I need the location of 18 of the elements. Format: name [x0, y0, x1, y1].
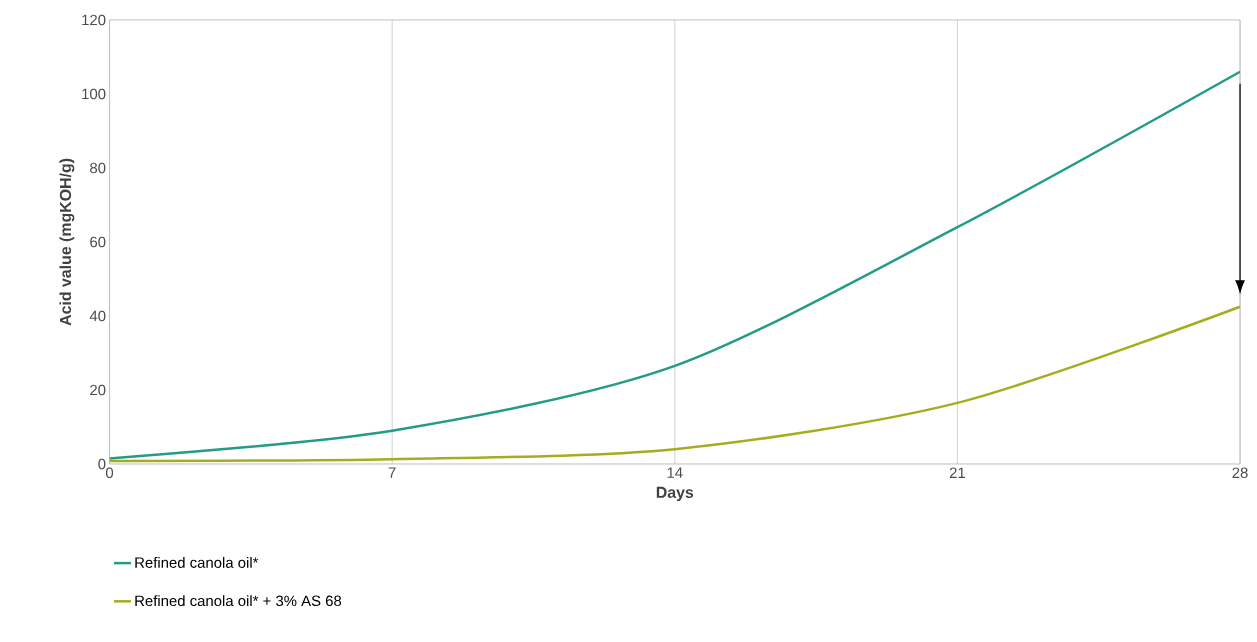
legend-label: Refined canola oil* + 3% AS 68: [135, 595, 342, 607]
y-tick-label: 80: [90, 162, 106, 174]
x-tick-label: 14: [667, 467, 683, 478]
x-tick-label: 21: [949, 467, 965, 479]
y-axis-title: Acid value (mgKOH/g): [59, 159, 75, 326]
x-axis-title: Days: [656, 487, 694, 502]
legend-label: Refined canola oil*: [135, 557, 259, 569]
x-tick-label: 7: [388, 467, 396, 478]
x-tick-label: 0: [105, 467, 114, 479]
y-tick-label: 120: [82, 14, 106, 26]
line-series: [109, 70, 1241, 460]
x-tick-label: 28: [1232, 467, 1248, 479]
y-tick-label: 40: [89, 310, 106, 322]
y-tick-label: 0: [98, 458, 106, 470]
y-tick-label: 60: [90, 236, 106, 248]
y-tick-label: 100: [82, 88, 106, 100]
line-series: [109, 305, 1241, 463]
y-tick-label: 20: [90, 384, 106, 396]
